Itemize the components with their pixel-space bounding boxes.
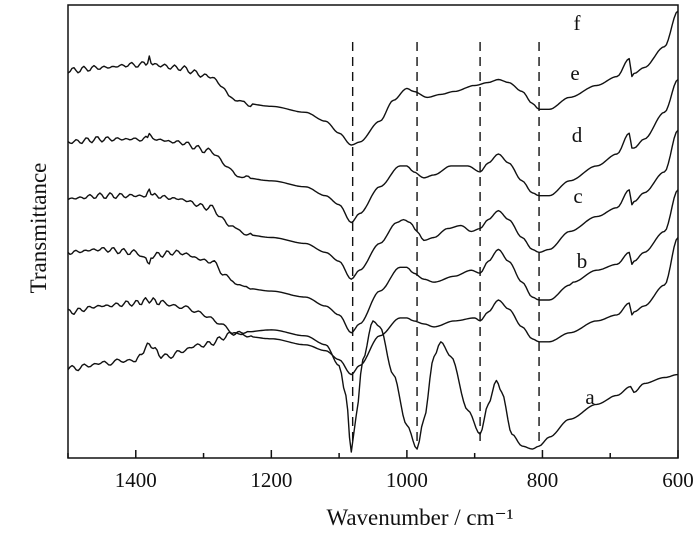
series-label-e: e (570, 61, 579, 85)
spectra-traces (67, 10, 679, 453)
x-axis-label: Wavenumber / cm⁻¹ (326, 505, 513, 530)
series-labels: a b c d e f (570, 11, 595, 409)
x-tick-label: 1400 (115, 468, 157, 492)
spectrum-f (67, 10, 679, 146)
reference-lines (351, 42, 540, 446)
spectrum-d (67, 129, 679, 280)
series-label-f: f (574, 11, 581, 35)
series-label-a: a (585, 385, 595, 409)
spectrum-e (67, 78, 679, 224)
plot-frame (67, 4, 679, 459)
x-tick-label: 800 (527, 468, 559, 492)
series-label-c: c (573, 184, 582, 208)
x-tick-label: 1200 (250, 468, 292, 492)
series-label-b: b (577, 249, 588, 273)
y-axis-label: Transmittance (26, 163, 51, 294)
axes: 1400 1200 1000 800 600 (67, 4, 694, 492)
x-tick-label: 1000 (386, 468, 428, 492)
x-tick-label: 600 (662, 468, 694, 492)
series-label-d: d (572, 123, 583, 147)
spectrum-a (67, 320, 679, 453)
spectrum-b (67, 237, 679, 376)
spectrum-c (67, 189, 679, 334)
